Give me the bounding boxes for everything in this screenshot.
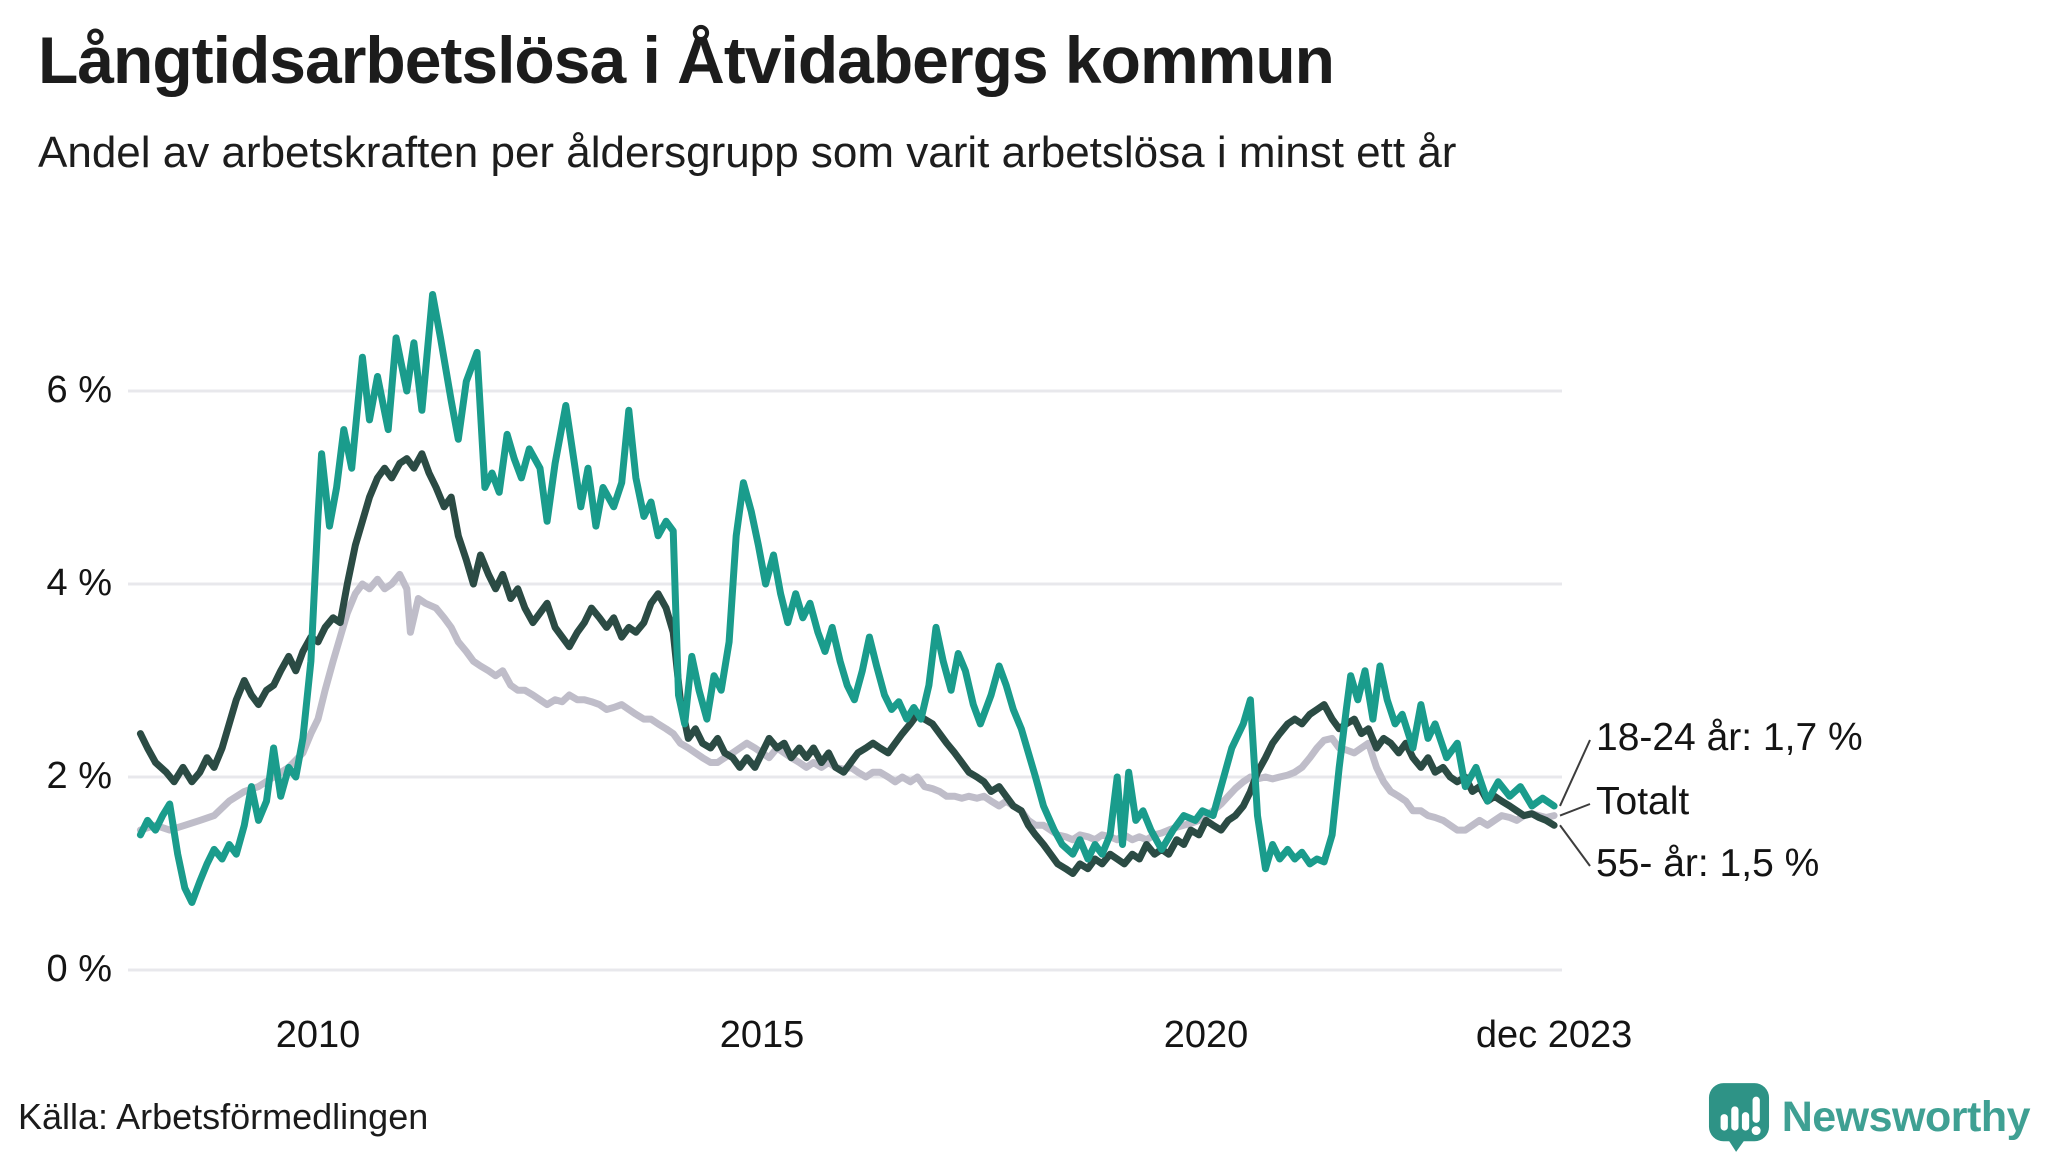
- x-tick-label-dec-2023: dec 2023: [1475, 1014, 1633, 1056]
- y-tick-label-2: 2 %: [46, 755, 112, 797]
- annotation-55--år: 55- år: 1,5 %: [1596, 842, 1820, 885]
- leader-line-Totalt: [1559, 803, 1591, 817]
- y-tick-label-0: 0 %: [46, 948, 112, 990]
- leader-line-55--år: [1559, 824, 1591, 867]
- annotation-18-24-år: 18-24 år: 1,7 %: [1596, 716, 1863, 759]
- series-lines: [136, 291, 1558, 906]
- series-line-Totalt: [136, 570, 1558, 844]
- series-line-18-24-år: [136, 291, 1558, 906]
- annotation-leader-lines: [1559, 739, 1591, 867]
- annotation-Totalt: Totalt: [1596, 780, 1690, 823]
- y-tick-label-4: 4 %: [46, 562, 112, 604]
- leader-line-18-24-år: [1559, 739, 1591, 807]
- page-subtitle: Andel av arbetskraften per åldersgrupp s…: [38, 128, 1457, 177]
- x-tick-label-2010: 2010: [275, 1014, 361, 1056]
- x-tick-label-2015: 2015: [719, 1014, 805, 1056]
- brand-name: Newsworthy: [1781, 1092, 2031, 1141]
- brand-logo: Newsworthy: [1708, 1082, 2031, 1152]
- newsworthy-bubble-chart-icon: [1708, 1083, 1769, 1152]
- series-line-55--år: [136, 450, 1558, 877]
- source-note: Källa: Arbetsförmedlingen: [18, 1096, 429, 1137]
- y-tick-label-6: 6 %: [46, 369, 112, 411]
- page-title: Långtidsarbetslösa i Åtvidabergs kommun: [38, 23, 1335, 97]
- x-tick-label-2020: 2020: [1163, 1014, 1249, 1056]
